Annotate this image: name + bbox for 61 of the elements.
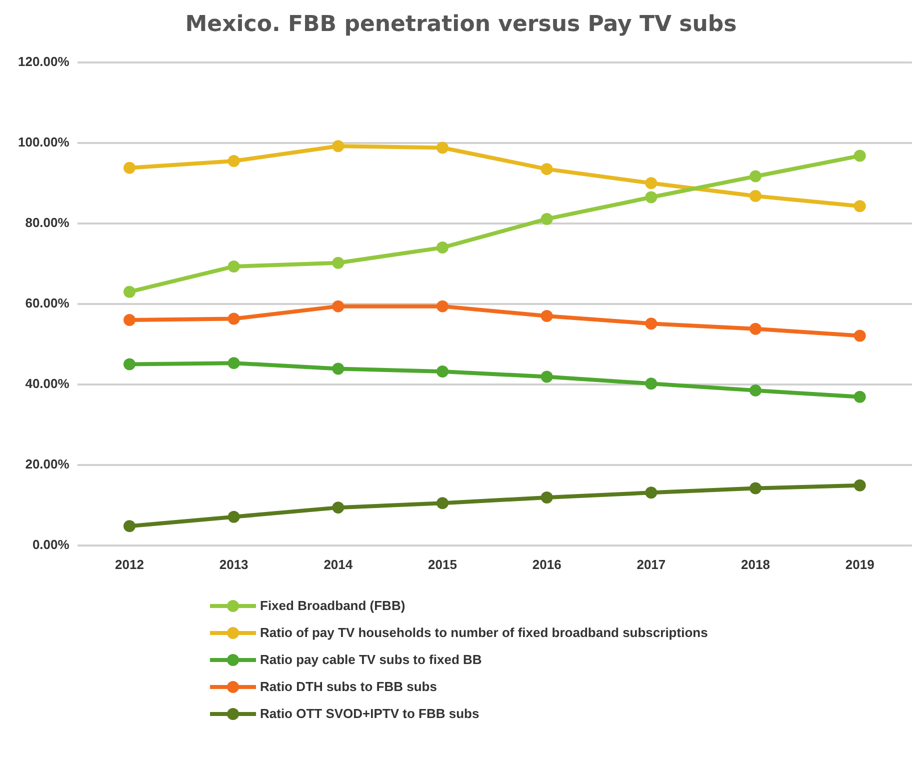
point: [123, 314, 136, 326]
point: [540, 370, 553, 383]
point: [854, 330, 866, 342]
point: [332, 502, 344, 514]
point: [645, 486, 658, 499]
point: [123, 520, 136, 532]
point: [123, 162, 136, 174]
y-tick-label: 20.00%: [25, 456, 70, 472]
y-tick-label: 80.00%: [25, 214, 70, 230]
point: [540, 163, 553, 176]
x-tick-label: 2017: [636, 556, 666, 572]
point: [436, 300, 448, 312]
point: [854, 200, 866, 212]
point: [645, 378, 658, 390]
x-tick-label: 2016: [532, 556, 562, 572]
point: [123, 286, 136, 298]
point: [749, 170, 762, 182]
legend-label: Fixed Broadband (FBB): [260, 598, 406, 613]
x-tick-label: 2018: [741, 556, 770, 572]
point: [540, 310, 553, 322]
point: [749, 190, 762, 202]
x-tick-label: 2012: [115, 556, 144, 572]
y-tick-label: 0.00%: [32, 536, 70, 552]
point: [540, 492, 553, 504]
point: [436, 497, 448, 510]
legend-label: Ratio pay cable TV subs to fixed BB: [260, 652, 482, 667]
point: [854, 479, 866, 492]
point: [436, 366, 448, 378]
point: [332, 362, 344, 375]
y-tick-label: 60.00%: [25, 295, 70, 310]
point: [436, 242, 448, 254]
point: [749, 482, 762, 494]
point: [228, 260, 240, 272]
x-tick-label: 2015: [428, 556, 457, 572]
point: [749, 384, 762, 396]
legend-label: Ratio OTT SVOD+IPTV to FBB subs: [260, 706, 480, 721]
point: [540, 212, 553, 225]
y-tick-label: 40.00%: [25, 376, 70, 391]
point: [332, 256, 344, 269]
point: [123, 358, 136, 370]
x-tick-label: 2019: [845, 556, 874, 572]
legend-label: Ratio DTH subs to FBB subs: [260, 679, 437, 694]
point: [228, 357, 240, 370]
point: [645, 318, 658, 330]
point: [332, 140, 344, 152]
point: [436, 142, 448, 154]
point: [228, 510, 240, 523]
point: [854, 150, 866, 162]
legend-label: Ratio of pay TV households to number of fixed broadband subscriptions: [260, 625, 708, 640]
x-tick-label: 2013: [219, 556, 248, 572]
point: [749, 322, 762, 335]
point: [228, 155, 240, 168]
point: [645, 177, 658, 190]
chart-title: Mexico. FBB penetration versus Pay TV subs: [185, 12, 737, 37]
point: [332, 300, 344, 312]
y-tick-label: 100.00%: [18, 134, 70, 150]
point: [645, 191, 658, 204]
x-tick-label: 2014: [324, 556, 354, 572]
y-tick-label: 120.00%: [18, 54, 70, 69]
point: [854, 390, 866, 403]
point: [228, 312, 240, 325]
